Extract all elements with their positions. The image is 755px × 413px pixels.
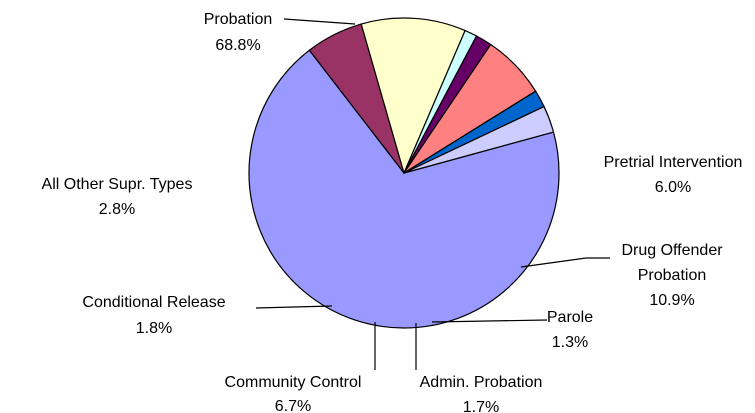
label-admin-probation-name: Admin. Probation [420, 374, 543, 391]
leader-line-drug-offender-probation [520, 257, 610, 268]
leader-line-parole [431, 319, 548, 323]
label-conditional-release-name: Conditional Release [82, 294, 225, 311]
label-parole-name: Parole [547, 309, 593, 326]
label-pretrial-intervention-pct: 6.0% [655, 179, 691, 196]
label-conditional-release-pct: 1.8% [136, 320, 172, 337]
label-community-control-name: Community Control [225, 374, 362, 391]
leader-lines [255, 18, 610, 370]
label-admin-probation-pct: 1.7% [463, 399, 499, 413]
label-pretrial-intervention-name: Pretrial Intervention [604, 154, 743, 171]
label-probation-name: Probation [204, 11, 273, 28]
leader-line-conditional-release [255, 305, 333, 309]
pie-slices [248, 17, 560, 329]
slice-drug-offender-probation [360, 17, 466, 175]
label-drug-offender-probation-name-line1: Drug Offender [621, 242, 723, 259]
label-drug-offender-probation-name-line2: Probation [638, 267, 707, 284]
label-drug-offender-probation-pct: 10.9% [649, 292, 694, 309]
leader-line-probation [283, 18, 356, 25]
slice-probation [248, 49, 560, 329]
label-community-control-pct: 6.7% [275, 398, 311, 413]
label-all-other-supr-types-name: All Other Supr. Types [42, 176, 193, 193]
label-probation-pct: 68.8% [215, 37, 260, 54]
slice-all-other-supr-types [403, 105, 555, 174]
label-parole-pct: 1.3% [552, 334, 588, 351]
label-all-other-supr-types-pct: 2.8% [99, 201, 135, 218]
